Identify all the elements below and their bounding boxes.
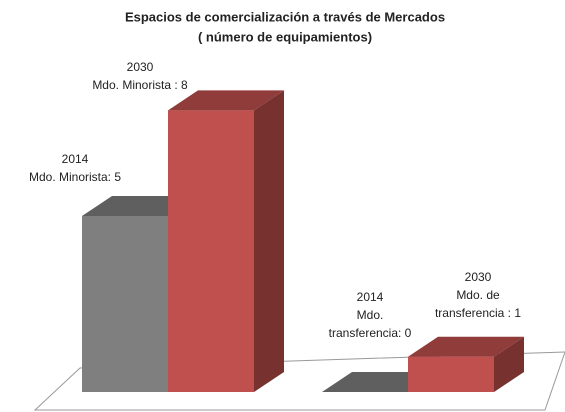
- bar-side: [254, 90, 284, 393]
- bar-front: [408, 356, 494, 392]
- bar-front: [168, 110, 254, 393]
- data-label: Mdo. de: [456, 288, 500, 302]
- chart-subtitle: ( número de equipamientos): [198, 29, 372, 44]
- bar-side: [494, 336, 524, 392]
- data-label: 2030: [465, 270, 492, 284]
- data-label: 2014: [357, 290, 384, 304]
- bar: [408, 336, 524, 392]
- data-label: Mdo.: [357, 308, 384, 322]
- bar: [168, 90, 284, 393]
- data-label: 2030: [127, 60, 154, 74]
- data-label: Mdo. Minorista: 5: [29, 170, 121, 184]
- data-label: 2014: [62, 152, 89, 166]
- data-label: Mdo. Minorista : 8: [92, 78, 188, 92]
- bar-top: [408, 336, 524, 357]
- data-label: transferencia : 1: [435, 306, 521, 320]
- bar-front: [82, 216, 168, 392]
- data-label: transferencia: 0: [329, 326, 412, 340]
- bar-top: [168, 90, 284, 111]
- chart-title: Espacios de comercialización a través de…: [125, 9, 445, 24]
